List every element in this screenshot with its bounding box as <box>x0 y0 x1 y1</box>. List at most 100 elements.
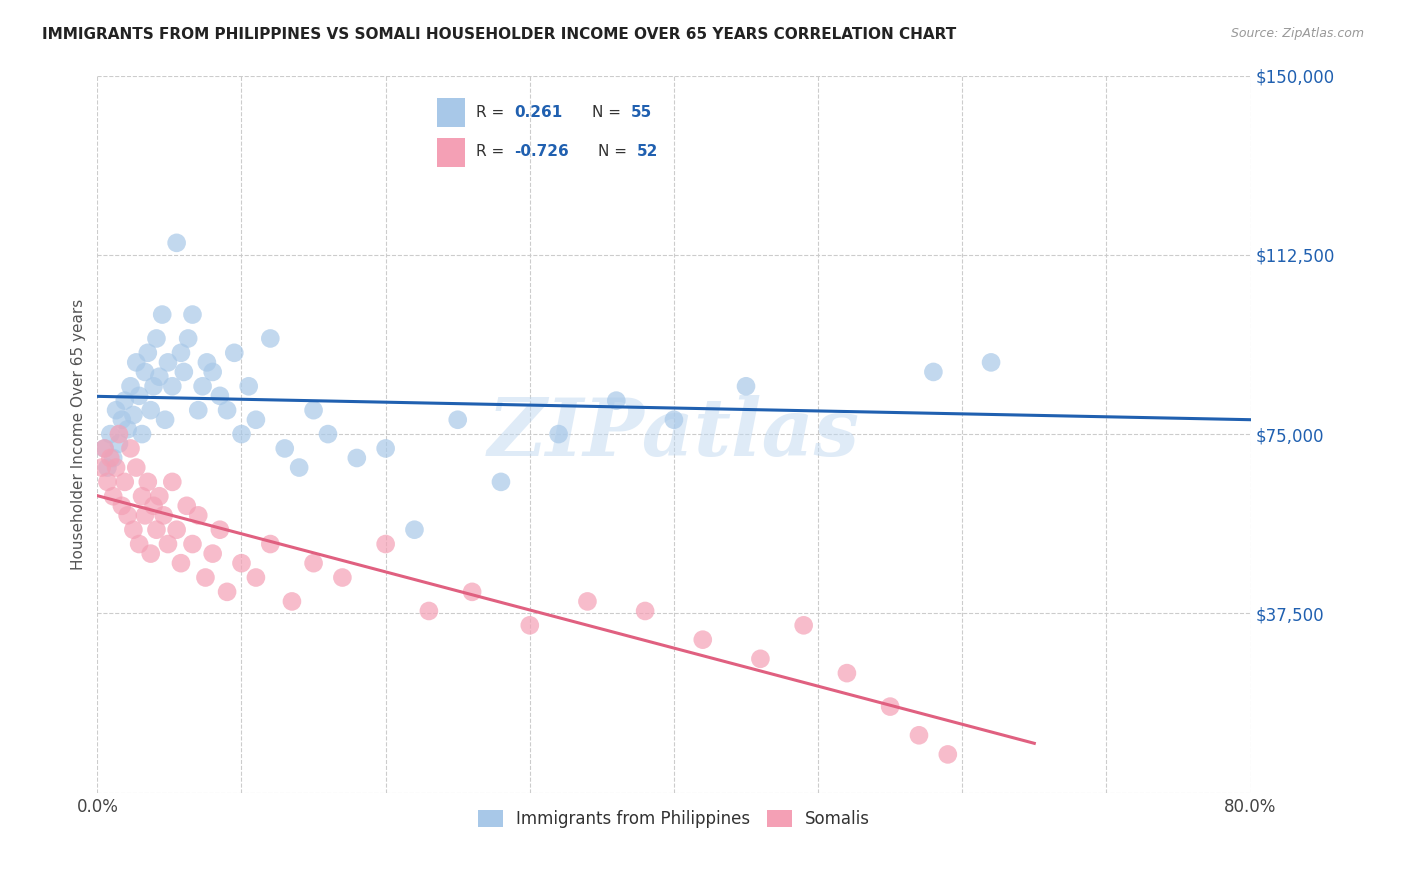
Point <box>208 389 231 403</box>
Point <box>162 379 184 393</box>
Point <box>404 523 426 537</box>
Point <box>142 379 165 393</box>
Point <box>418 604 440 618</box>
Point <box>108 436 131 450</box>
Point <box>191 379 214 393</box>
Point <box>156 537 179 551</box>
Point <box>103 489 125 503</box>
Point <box>245 570 267 584</box>
Point <box>134 508 156 523</box>
Point <box>274 442 297 456</box>
Point <box>139 403 162 417</box>
Point <box>187 508 209 523</box>
Point <box>108 427 131 442</box>
Point <box>128 389 150 403</box>
Point <box>166 235 188 250</box>
Point <box>316 427 339 442</box>
Point <box>90 460 112 475</box>
Point <box>547 427 569 442</box>
Point <box>173 365 195 379</box>
Point <box>136 346 159 360</box>
Point <box>922 365 945 379</box>
Point <box>908 728 931 742</box>
Point <box>136 475 159 489</box>
Point <box>936 747 959 762</box>
Point <box>879 699 901 714</box>
Point <box>125 355 148 369</box>
Point <box>105 460 128 475</box>
Point <box>156 355 179 369</box>
Point <box>181 537 204 551</box>
Point <box>128 537 150 551</box>
Point <box>208 523 231 537</box>
Point <box>576 594 599 608</box>
Point <box>332 570 354 584</box>
Point <box>281 594 304 608</box>
Point <box>662 413 685 427</box>
Point <box>148 489 170 503</box>
Point <box>152 508 174 523</box>
Point <box>170 346 193 360</box>
Point <box>122 408 145 422</box>
Point <box>93 442 115 456</box>
Point <box>96 460 118 475</box>
Point <box>111 413 134 427</box>
Point <box>139 547 162 561</box>
Point <box>735 379 758 393</box>
Point <box>835 666 858 681</box>
Y-axis label: Householder Income Over 65 years: Householder Income Over 65 years <box>72 299 86 570</box>
Point <box>302 403 325 417</box>
Point <box>259 331 281 345</box>
Point <box>288 460 311 475</box>
Point <box>145 331 167 345</box>
Point <box>346 450 368 465</box>
Point <box>120 379 142 393</box>
Point <box>98 427 121 442</box>
Point <box>374 537 396 551</box>
Point <box>117 508 139 523</box>
Point <box>195 355 218 369</box>
Text: ZIPatlas: ZIPatlas <box>488 395 860 473</box>
Point <box>224 346 246 360</box>
Point <box>96 475 118 489</box>
Point <box>194 570 217 584</box>
Point <box>125 460 148 475</box>
Point <box>117 422 139 436</box>
Point <box>201 365 224 379</box>
Point <box>103 450 125 465</box>
Point <box>519 618 541 632</box>
Point <box>201 547 224 561</box>
Point <box>447 413 470 427</box>
Point <box>605 393 627 408</box>
Point <box>489 475 512 489</box>
Point <box>114 475 136 489</box>
Point <box>187 403 209 417</box>
Point <box>120 442 142 456</box>
Point <box>145 523 167 537</box>
Point <box>176 499 198 513</box>
Point <box>150 308 173 322</box>
Point <box>634 604 657 618</box>
Point <box>114 393 136 408</box>
Point <box>93 442 115 456</box>
Point <box>259 537 281 551</box>
Point <box>749 652 772 666</box>
Point <box>131 489 153 503</box>
Text: Source: ZipAtlas.com: Source: ZipAtlas.com <box>1230 27 1364 40</box>
Point <box>105 403 128 417</box>
Point <box>153 413 176 427</box>
Point <box>181 308 204 322</box>
Point <box>131 427 153 442</box>
Point <box>302 556 325 570</box>
Point <box>166 523 188 537</box>
Point <box>692 632 714 647</box>
Point <box>238 379 260 393</box>
Point <box>122 523 145 537</box>
Point <box>142 499 165 513</box>
Point <box>170 556 193 570</box>
Point <box>134 365 156 379</box>
Point <box>231 556 253 570</box>
Point <box>980 355 1002 369</box>
Point <box>245 413 267 427</box>
Point <box>177 331 200 345</box>
